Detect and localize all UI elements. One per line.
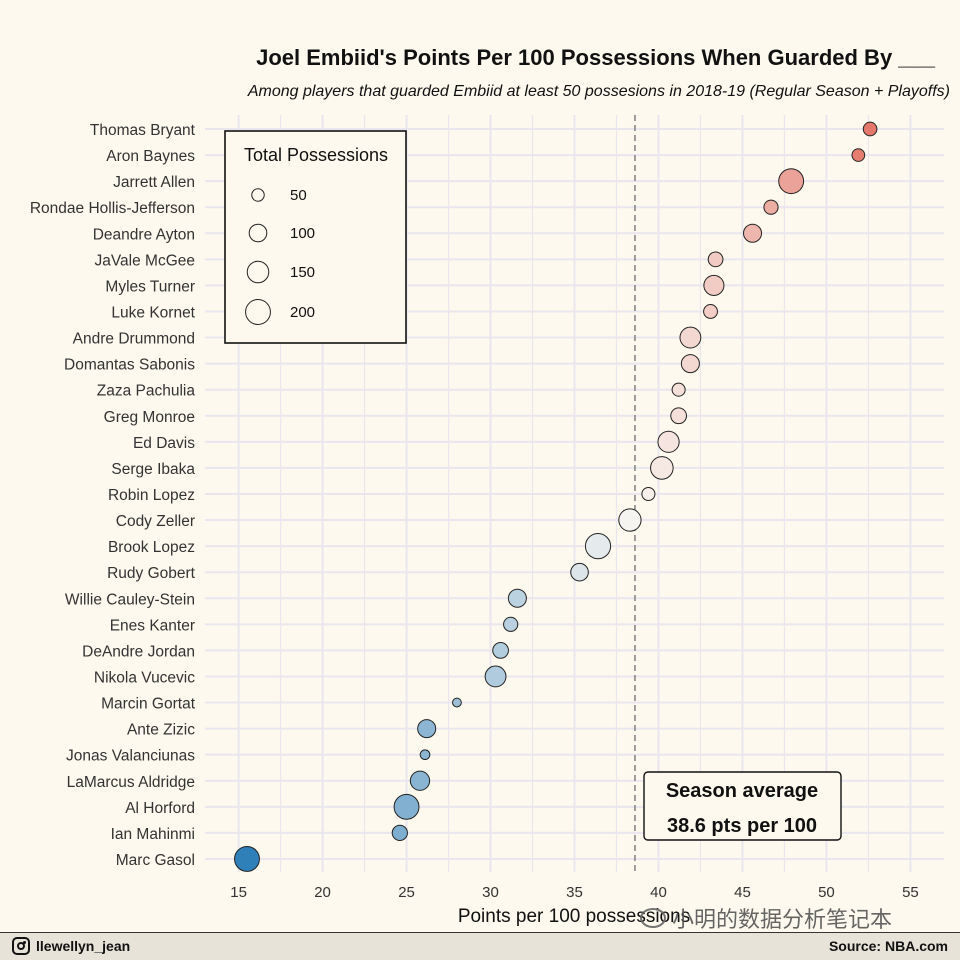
data-point <box>707 251 724 268</box>
data-point <box>417 719 437 739</box>
data-point <box>419 749 431 760</box>
x-tick-label: 50 <box>818 884 835 901</box>
data-point <box>703 304 718 319</box>
footer: llewellyn_jean Source: NBA.com <box>0 932 960 960</box>
player-label: DeAndre Jordan <box>82 643 195 660</box>
data-point <box>484 665 507 688</box>
legend-circle <box>245 299 271 325</box>
data-point <box>409 770 431 791</box>
chart-subtitle: Among players that guarded Embiid at lea… <box>247 83 950 100</box>
annotation-line2: 38.6 pts per 100 <box>667 815 817 837</box>
data-point <box>763 199 779 215</box>
annotation-line1: Season average <box>666 780 818 802</box>
legend-circle <box>248 223 268 243</box>
x-tick-label: 15 <box>230 884 247 901</box>
legend-label: 50 <box>290 187 307 204</box>
player-label: JaVale McGee <box>94 252 195 269</box>
legend: Total Possessions 50 100 150 200 <box>224 130 407 344</box>
data-point <box>679 326 702 349</box>
x-tick-label: 55 <box>902 884 919 901</box>
player-label: Cody Zeller <box>116 513 195 530</box>
legend-label: 100 <box>290 225 315 242</box>
data-point <box>393 793 420 820</box>
player-label: Nikola Vucevic <box>94 669 195 686</box>
player-label: LaMarcus Aldridge <box>67 774 195 791</box>
player-label: Jonas Valanciunas <box>66 748 195 765</box>
player-label: Brook Lopez <box>108 539 195 556</box>
data-point <box>391 824 408 842</box>
player-label: Marcin Gortat <box>101 696 196 713</box>
player-labels: Thomas Bryant Aron Baynes Jarrett Allen Ron… <box>30 122 196 869</box>
chart-svg: Thomas Bryant Aron Baynes Jarrett Allen Ron… <box>30 45 950 927</box>
legend-circle <box>251 188 265 202</box>
player-label: Willie Cauley-Stein <box>65 591 195 608</box>
data-point <box>234 846 260 872</box>
x-tick-label: 30 <box>482 884 499 901</box>
data-point <box>452 697 462 708</box>
player-label: Serge Ibaka <box>111 461 195 478</box>
x-axis-ticks: 15 20 25 30 35 40 45 50 55 <box>230 884 919 901</box>
legend-label: 200 <box>290 304 315 321</box>
player-label: Myles Turner <box>105 278 195 295</box>
data-points <box>234 121 878 872</box>
social-handle[interactable]: llewellyn_jean <box>12 937 130 955</box>
player-label: Greg Monroe <box>104 409 195 426</box>
instagram-icon <box>12 937 30 955</box>
player-label: Luke Kornet <box>111 304 195 321</box>
annotation-box <box>643 771 842 841</box>
legend-title: Total Possessions <box>244 145 388 165</box>
data-point <box>671 382 686 397</box>
legend-box <box>224 130 407 344</box>
watermark-text: 小明的数据分析笔记本 <box>672 907 893 932</box>
player-label: Andre Drummond <box>73 331 195 348</box>
x-tick-label: 45 <box>734 884 751 901</box>
player-label: Ante Zizic <box>127 722 195 739</box>
player-label: Rondae Hollis-Jefferson <box>30 200 195 217</box>
player-label: Al Horford <box>125 800 195 817</box>
data-point <box>570 562 589 582</box>
player-label: Jarrett Allen <box>113 174 195 191</box>
data-point <box>703 274 725 296</box>
player-label: Robin Lopez <box>108 487 195 504</box>
data-point <box>778 168 805 195</box>
player-label: Zaza Pachulia <box>97 383 196 400</box>
data-point <box>743 223 763 243</box>
source-note: Source: NBA.com <box>828 938 948 954</box>
player-label: Thomas Bryant <box>90 122 196 139</box>
x-axis-label: Points per 100 possessions <box>458 906 690 927</box>
chart-title: Joel Embiid's Points Per 100 Possessions… <box>256 45 936 70</box>
data-point <box>584 533 612 560</box>
data-point <box>680 354 700 374</box>
player-label: Ed Davis <box>133 435 195 452</box>
x-tick-label: 35 <box>566 884 583 901</box>
x-tick-label: 40 <box>650 884 667 901</box>
legend-circle <box>246 260 270 284</box>
player-label: Domantas Sabonis <box>64 357 195 374</box>
player-label: Aron Baynes <box>106 148 195 165</box>
data-point <box>641 486 656 502</box>
x-tick-label: 25 <box>398 884 415 901</box>
data-point <box>507 588 527 608</box>
handle-text: llewellyn_jean <box>36 938 131 954</box>
player-label: Ian Mahinmi <box>111 826 195 843</box>
data-point <box>657 430 680 453</box>
data-point <box>650 456 674 480</box>
wechat-icon <box>640 908 666 928</box>
data-point <box>670 407 688 425</box>
data-point <box>851 148 866 162</box>
average-annotation: Season average 38.6 pts per 100 <box>643 771 842 841</box>
player-label: Deandre Ayton <box>93 226 195 243</box>
x-tick-label: 20 <box>314 884 331 901</box>
data-point <box>492 642 509 659</box>
watermark: 小明的数据分析笔记本 <box>640 902 892 934</box>
legend-label: 150 <box>290 264 315 281</box>
player-label: Rudy Gobert <box>107 565 196 582</box>
player-label: Marc Gasol <box>116 852 195 869</box>
legend-items: 50 100 150 200 <box>245 187 315 325</box>
player-label: Enes Kanter <box>110 617 195 634</box>
data-point <box>862 121 878 137</box>
data-point <box>503 616 519 632</box>
data-point <box>618 508 642 532</box>
